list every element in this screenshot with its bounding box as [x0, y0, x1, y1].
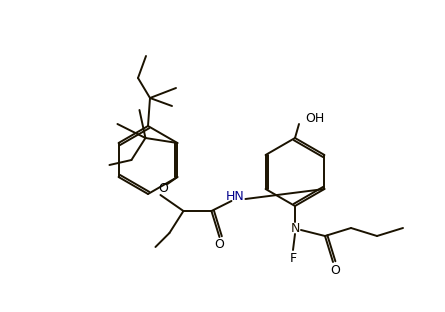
- Text: N: N: [290, 222, 299, 235]
- Text: O: O: [214, 238, 224, 251]
- Text: OH: OH: [305, 111, 324, 124]
- Text: O: O: [330, 264, 340, 276]
- Text: O: O: [158, 183, 168, 196]
- Text: HN: HN: [226, 191, 245, 203]
- Text: F: F: [289, 251, 296, 265]
